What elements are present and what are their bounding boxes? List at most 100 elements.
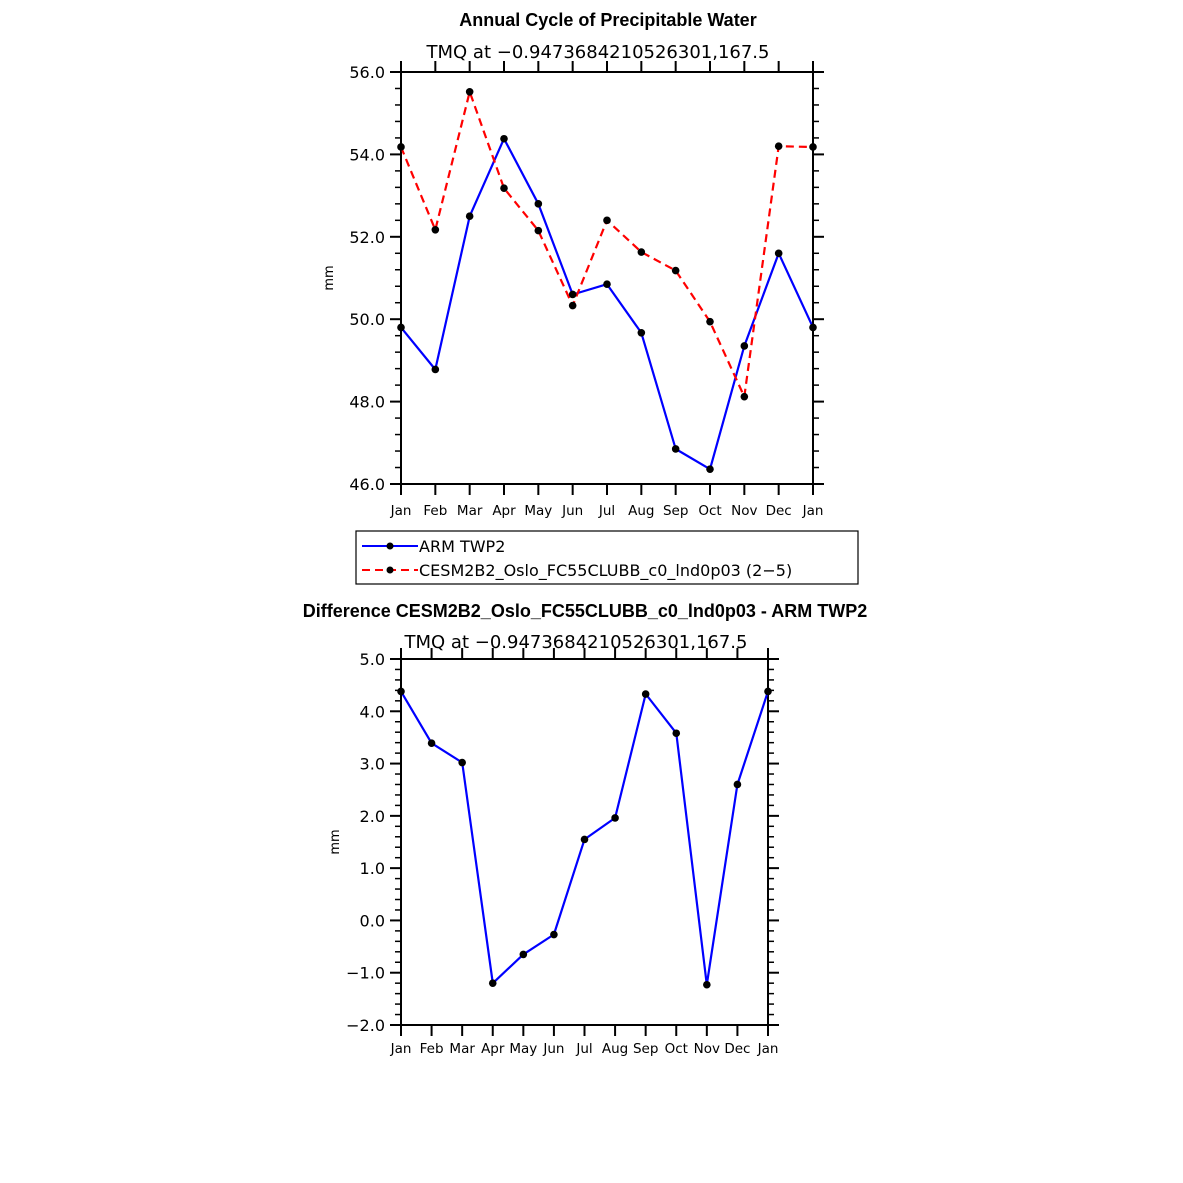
data-point-series-0 bbox=[431, 365, 440, 374]
data-point-series-0 bbox=[534, 200, 543, 208]
data-point-series-1 bbox=[431, 225, 440, 234]
data-point-series-0 bbox=[397, 323, 405, 332]
legend-label-arm: ARM TWP2 bbox=[419, 537, 505, 556]
x-tick-label: Jun bbox=[542, 1041, 564, 1057]
data-point-series-0 bbox=[637, 328, 646, 337]
data-point-series-0 bbox=[703, 980, 711, 989]
y-tick-label: 52.0 bbox=[349, 228, 385, 247]
data-point-series-1 bbox=[603, 216, 611, 225]
data-point-series-0 bbox=[672, 729, 681, 738]
x-tick-label: Mar bbox=[449, 1041, 475, 1057]
data-point-series-0 bbox=[706, 465, 714, 473]
data-point-series-0 bbox=[488, 979, 497, 987]
series-points bbox=[397, 87, 817, 473]
x-tick-label: Feb bbox=[420, 1041, 444, 1057]
legend-label-cesm: CESM2B2_Oslo_FC55CLUBB_c0_lnd0p03 (2−5) bbox=[419, 561, 792, 581]
data-point-series-0 bbox=[568, 290, 577, 299]
legend: ARM TWP2 CESM2B2_Oslo_FC55CLUBB_c0_lnd0p… bbox=[355, 530, 859, 585]
series-points bbox=[397, 687, 772, 989]
x-tick-label: Mar bbox=[457, 503, 483, 519]
y-tick-label: 0.0 bbox=[360, 911, 385, 930]
data-point-series-1 bbox=[740, 392, 749, 401]
x-tick-label: Nov bbox=[694, 1041, 720, 1057]
y-tick-label: 2.0 bbox=[360, 807, 385, 826]
y-axis-label: mm bbox=[328, 829, 343, 854]
y-tick-label: 50.0 bbox=[349, 310, 385, 329]
data-point-series-0 bbox=[611, 814, 619, 822]
data-point-series-1 bbox=[500, 184, 508, 192]
data-point-series-0 bbox=[550, 930, 558, 939]
x-tick-label: Dec bbox=[724, 1041, 750, 1057]
x-tick-label: Apr bbox=[481, 1041, 505, 1057]
chart-title: Difference CESM2B2_Oslo_FC55CLUBB_c0_lnd… bbox=[303, 601, 867, 621]
x-tick-label: May bbox=[524, 503, 552, 519]
data-point-series-0 bbox=[671, 445, 680, 453]
data-point-series-1 bbox=[706, 317, 714, 326]
y-tick-labels: −2.0 −1.0 0.0 1.0 2.0 3.0 4.0 5.0 bbox=[346, 650, 385, 1035]
x-tick-label: Oct bbox=[698, 503, 721, 519]
data-point-series-0 bbox=[397, 687, 405, 696]
legend-marker-cesm bbox=[386, 566, 394, 574]
x-tick-label: Oct bbox=[665, 1041, 688, 1057]
data-point-series-1 bbox=[809, 143, 817, 151]
y-tick-label: 4.0 bbox=[360, 702, 385, 721]
y-tick-label: 46.0 bbox=[349, 475, 385, 494]
data-point-series-0 bbox=[500, 134, 508, 143]
series-line-0 bbox=[400, 137, 814, 471]
data-point-series-0 bbox=[519, 950, 528, 959]
x-tick-label: Jul bbox=[598, 503, 615, 519]
x-tick-label: Jan bbox=[757, 1041, 779, 1057]
x-tick-label: Sep bbox=[633, 1041, 658, 1057]
x-tick-label: Jan bbox=[390, 503, 412, 519]
y-tick-label: 56.0 bbox=[349, 63, 385, 82]
legend-box bbox=[355, 530, 859, 585]
y-axis-label: mm bbox=[322, 265, 337, 290]
y-tick-label: 5.0 bbox=[360, 650, 385, 669]
x-tick-label: Aug bbox=[602, 1041, 628, 1057]
y-tick-label: 54.0 bbox=[349, 145, 385, 164]
x-tick-label: May bbox=[509, 1041, 537, 1057]
plot-frame bbox=[400, 71, 814, 485]
data-point-series-0 bbox=[458, 758, 466, 767]
axis-ticks bbox=[390, 648, 779, 1036]
data-point-series-0 bbox=[641, 690, 650, 698]
x-tick-labels: Jan Feb Mar Apr May Jun Jul Aug Sep Oct Nov Dec Jan bbox=[390, 1041, 779, 1057]
data-point-series-1 bbox=[534, 226, 543, 235]
y-tick-label: 48.0 bbox=[349, 393, 385, 412]
x-tick-label: Sep bbox=[663, 503, 688, 519]
y-tick-label: 3.0 bbox=[360, 755, 385, 774]
data-point-series-1 bbox=[774, 142, 783, 150]
x-tick-labels: Jan Feb Mar Apr May Jun Jul Aug Sep Oct Nov Dec Jan bbox=[390, 503, 824, 519]
data-point-series-0 bbox=[809, 323, 817, 332]
y-tick-labels: 46.0 48.0 50.0 52.0 54.0 56.0 bbox=[349, 63, 385, 494]
data-point-series-0 bbox=[774, 249, 783, 258]
x-tick-label: Nov bbox=[731, 503, 757, 519]
axis-ticks bbox=[390, 61, 824, 495]
x-tick-label: Jun bbox=[561, 503, 583, 519]
y-tick-label: −2.0 bbox=[346, 1016, 385, 1035]
x-tick-label: Jul bbox=[575, 1041, 592, 1057]
data-point-series-0 bbox=[740, 342, 749, 350]
data-point-series-1 bbox=[568, 301, 577, 310]
panel-difference: Difference CESM2B2_Oslo_FC55CLUBB_c0_lnd… bbox=[303, 601, 867, 1057]
x-tick-label: Feb bbox=[423, 503, 447, 519]
data-point-series-0 bbox=[603, 280, 611, 288]
x-tick-label: Jan bbox=[802, 503, 824, 519]
data-point-series-0 bbox=[465, 212, 474, 220]
data-point-series-1 bbox=[637, 248, 646, 256]
x-tick-label: Dec bbox=[766, 503, 792, 519]
y-tick-label: 1.0 bbox=[360, 859, 385, 878]
x-tick-label: Jan bbox=[390, 1041, 412, 1057]
y-tick-label: −1.0 bbox=[346, 964, 385, 983]
panel-annual-cycle: Annual Cycle of Precipitable Water TMQ a… bbox=[322, 10, 824, 519]
data-point-series-0 bbox=[580, 835, 589, 844]
legend-marker-arm bbox=[386, 542, 394, 550]
chart-subtitle: TMQ at −0.9473684210526301,167.5 bbox=[426, 42, 770, 63]
data-point-series-0 bbox=[427, 739, 436, 747]
data-point-series-0 bbox=[733, 780, 742, 789]
chart-subtitle: TMQ at −0.9473684210526301,167.5 bbox=[404, 632, 748, 653]
chart-title: Annual Cycle of Precipitable Water bbox=[459, 10, 756, 30]
x-tick-label: Apr bbox=[492, 503, 516, 519]
data-point-series-1 bbox=[397, 143, 405, 151]
